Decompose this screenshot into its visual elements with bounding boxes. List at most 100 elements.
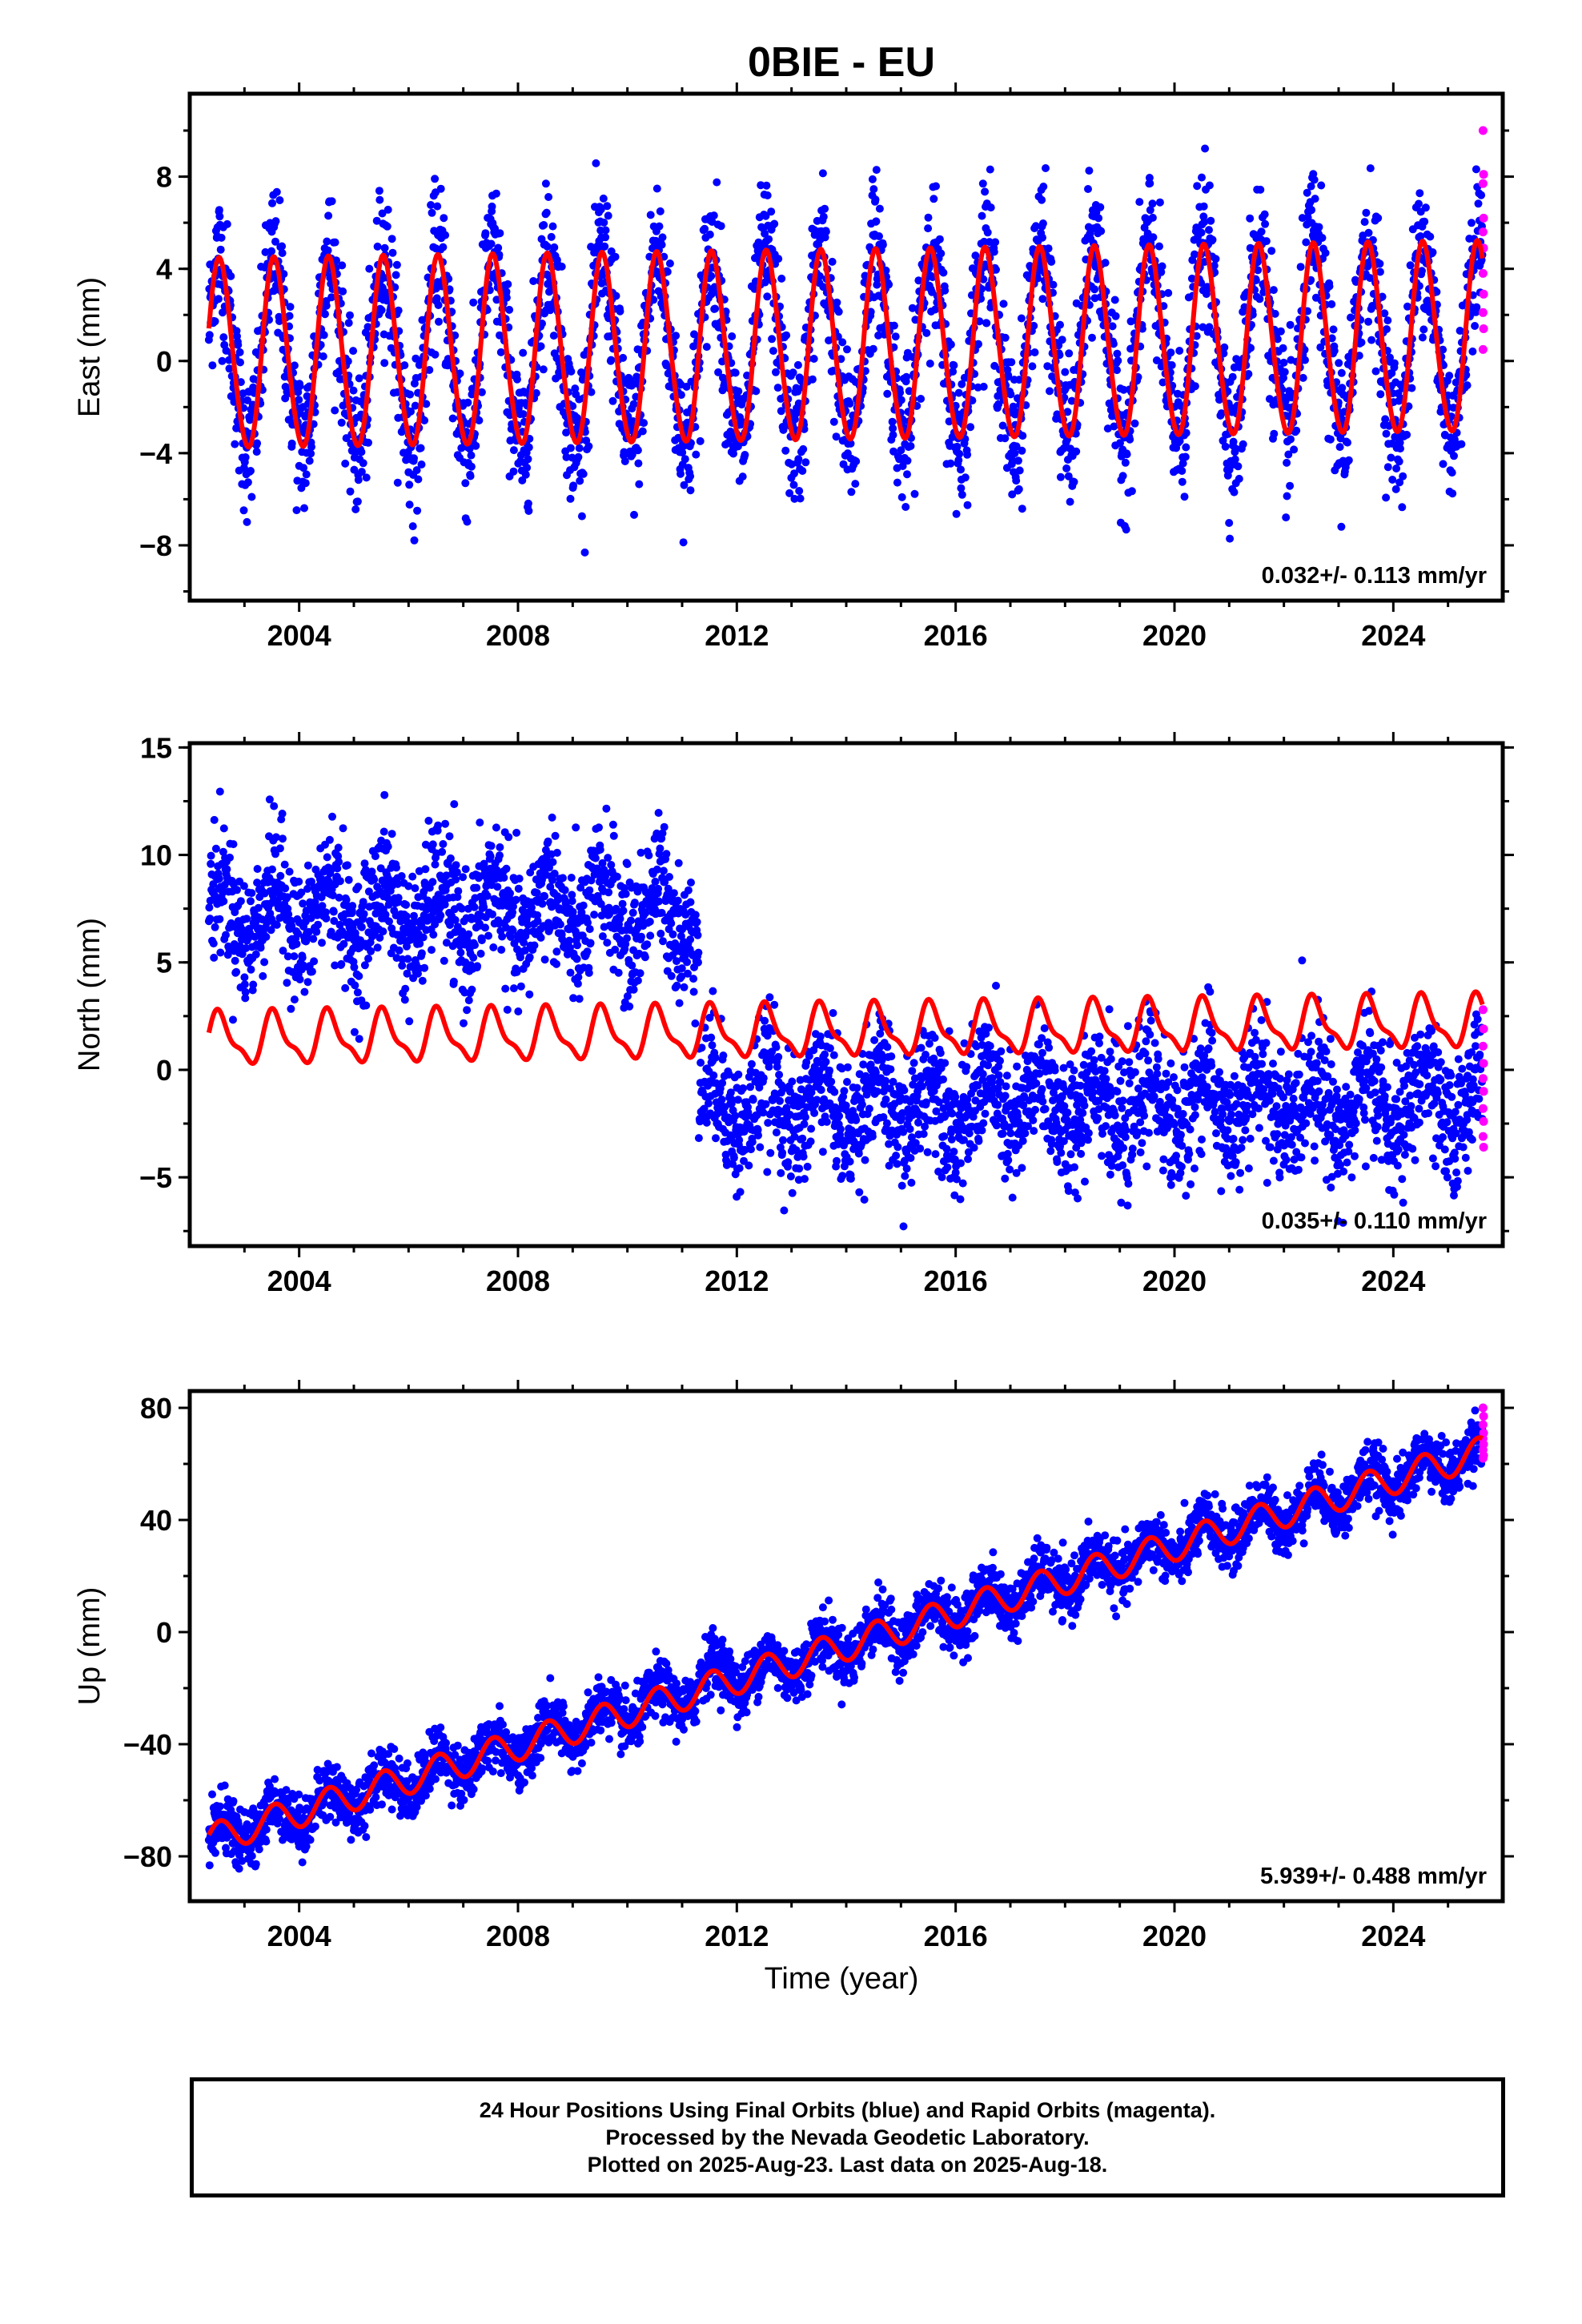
data-point: [1007, 358, 1016, 367]
data-point: [401, 984, 410, 993]
data-point: [1088, 333, 1096, 342]
data-point: [355, 1035, 363, 1043]
data-point: [679, 538, 688, 547]
data-point: [897, 493, 906, 501]
data-point: [287, 1004, 295, 1013]
data-point: [1028, 362, 1037, 371]
data-point: [454, 887, 463, 895]
data-point: [586, 939, 595, 947]
data-point: [536, 342, 545, 351]
data-point: [287, 439, 296, 448]
data-point: [946, 459, 955, 468]
data-point: [637, 932, 645, 941]
data-point: [990, 247, 998, 256]
data-point: [279, 270, 288, 279]
data-point: [452, 875, 460, 884]
data-point: [1290, 445, 1299, 454]
data-point: [611, 252, 620, 261]
data-point: [400, 361, 409, 370]
data-point: [1084, 185, 1092, 193]
data-point: [652, 184, 661, 193]
data-point: [540, 892, 549, 901]
data-point: [295, 877, 303, 886]
data-point: [1286, 320, 1295, 329]
data-point: [502, 864, 511, 873]
data-point: [1447, 468, 1456, 477]
data-point: [675, 999, 684, 1007]
data-point: [1471, 322, 1480, 330]
data-point: [734, 387, 743, 396]
data-point: [1149, 233, 1158, 242]
data-point: [999, 300, 1008, 308]
data-point: [600, 242, 609, 251]
data-point: [1164, 288, 1173, 297]
data-point: [646, 211, 655, 219]
data-point: [351, 981, 359, 990]
data-point: [441, 819, 450, 828]
data-point: [240, 980, 249, 989]
data-point: [629, 985, 638, 994]
data-point: [367, 947, 375, 955]
data-point: [375, 187, 383, 195]
data-point: [601, 226, 610, 235]
data-point: [487, 239, 496, 248]
data-point: [295, 382, 304, 391]
data-point: [705, 230, 714, 239]
data-point: [451, 331, 460, 340]
data-point: [299, 899, 307, 908]
data-point: [215, 915, 224, 923]
data-point: [978, 211, 986, 220]
data-point: [231, 440, 239, 448]
data-point: [903, 470, 911, 479]
data-point: [612, 872, 621, 881]
data-point: [1121, 458, 1130, 467]
data-point: [466, 472, 475, 480]
data-point: [838, 338, 847, 347]
data-point: [1390, 359, 1399, 368]
data-point: [1012, 476, 1021, 485]
data-point: [1287, 435, 1295, 444]
data-point: [536, 933, 545, 942]
data-point: [1044, 244, 1053, 253]
data-point: [472, 883, 481, 892]
x-tick-label: 2024: [1361, 619, 1425, 652]
data-point: [519, 348, 528, 357]
data-point: [448, 414, 457, 423]
data-point: [595, 823, 603, 832]
data-point: [1047, 257, 1056, 266]
data-point: [796, 494, 805, 503]
data-point: [1445, 372, 1454, 380]
data-point: [875, 204, 884, 213]
data-point: [614, 968, 623, 977]
data-point: [869, 185, 878, 194]
data-point: [456, 369, 464, 378]
data-point: [608, 396, 617, 405]
data-point: [621, 890, 630, 899]
data-point: [285, 312, 294, 320]
data-point: [772, 368, 780, 376]
data-point: [665, 873, 673, 881]
data-point: [524, 499, 532, 508]
data-point: [1418, 333, 1427, 342]
data-point: [428, 208, 436, 217]
data-point: [1065, 349, 1074, 358]
data-point: [465, 444, 474, 453]
data-point: [251, 950, 260, 959]
data-point: [789, 480, 798, 489]
data-point: [417, 949, 426, 958]
data-point: [346, 311, 354, 320]
rate-annotation: 0.032+/- 0.113 mm/yr: [1262, 563, 1487, 589]
data-point: [1367, 336, 1376, 344]
data-point: [268, 865, 276, 874]
data-point: [1415, 199, 1423, 208]
data-point: [875, 232, 883, 240]
data-point: [1038, 219, 1047, 227]
data-point: [630, 899, 639, 907]
data-point: [300, 987, 309, 996]
data-point: [353, 497, 362, 506]
data-point: [538, 320, 546, 328]
data-point: [782, 331, 791, 340]
data-point: [619, 907, 628, 915]
data-point: [623, 860, 632, 868]
data-point: [207, 851, 215, 860]
